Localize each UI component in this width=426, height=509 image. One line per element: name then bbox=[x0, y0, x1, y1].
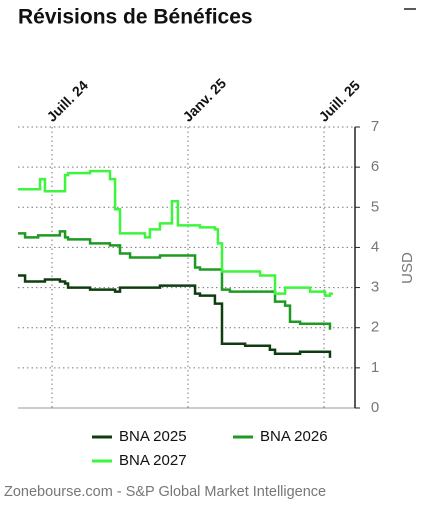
legend-label: BNA 2026 bbox=[260, 428, 328, 445]
source: Zonebourse.com - S&P Global Market Intel… bbox=[4, 484, 326, 500]
y-tick-label: 5 bbox=[371, 198, 379, 215]
data-line bbox=[18, 274, 332, 358]
y-tick-label: 1 bbox=[371, 359, 379, 376]
y-tick-label: 0 bbox=[371, 399, 379, 416]
y-tick-label: 7 bbox=[371, 118, 379, 135]
legend-label: BNA 2025 bbox=[119, 428, 187, 445]
x-tick-label: Janv. 25 bbox=[179, 75, 229, 125]
y-tick-label: 6 bbox=[371, 158, 379, 175]
data-line bbox=[18, 230, 332, 330]
y-axis-label: USD bbox=[399, 252, 416, 284]
x-tick-label: Juill. 25 bbox=[315, 77, 363, 125]
y-tick-label: 2 bbox=[371, 319, 379, 336]
legend-label: BNA 2027 bbox=[119, 452, 187, 469]
y-tick-label: 3 bbox=[371, 279, 379, 296]
x-tick-label: Juill. 24 bbox=[43, 77, 91, 125]
chart-title: Révisions de Bénéfices bbox=[18, 6, 253, 29]
data-line bbox=[18, 169, 333, 297]
y-tick-label: 4 bbox=[371, 238, 379, 255]
